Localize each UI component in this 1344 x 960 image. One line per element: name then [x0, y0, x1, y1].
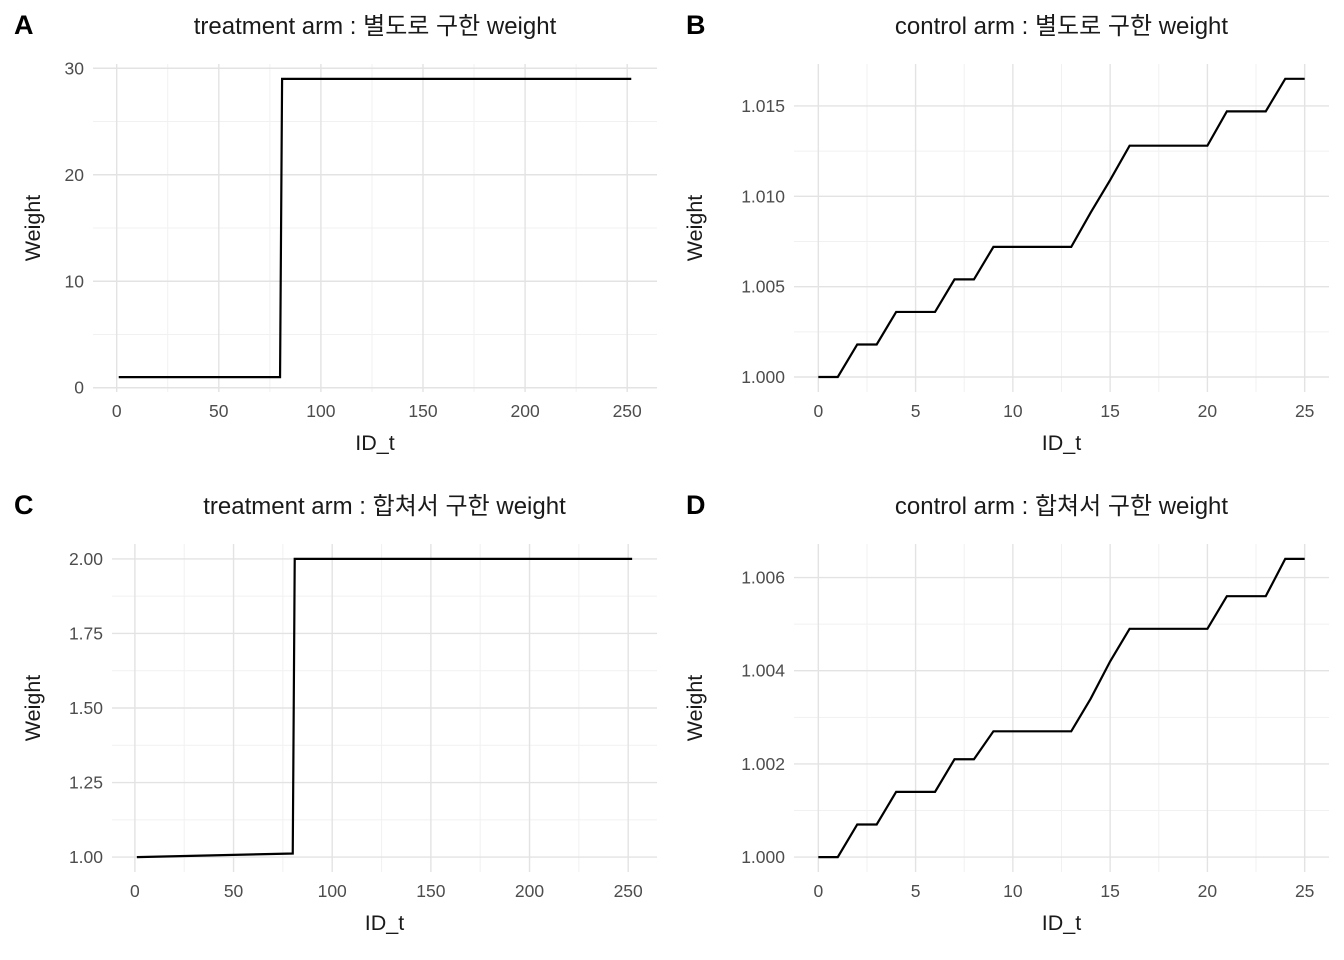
x-tick-label: 20: [1198, 881, 1218, 901]
y-tick-label: 1.005: [741, 277, 785, 297]
panel-a: A treatment arm : 별도로 구한 weight 0 10 20 30 0…: [0, 0, 672, 480]
panel-d-title: control arm : 합쳐서 구한 weight: [894, 493, 1229, 520]
panel-b-title: control arm : 별도로 구한 weight: [894, 13, 1229, 40]
x-tick-label: 25: [1295, 401, 1314, 421]
x-tick-label: 20: [1198, 401, 1218, 421]
x-tick-label: 50: [224, 881, 244, 901]
panel-c-title: treatment arm : 합쳐서 구한 weight: [203, 493, 566, 520]
x-tick-label: 5: [911, 881, 921, 901]
panel-c-chart: 1.00 1.25 1.50 1.75 2.00 0 50 100 150 200 250 ID_t W…: [21, 544, 657, 935]
data-line: [136, 557, 633, 859]
y-axis-title: Weight: [683, 675, 707, 742]
y-tick-label: 1.004: [741, 661, 785, 681]
y-tick-label: 1.015: [741, 96, 785, 116]
data-line: [818, 557, 1305, 859]
x-tick-label: 0: [813, 881, 823, 901]
x-tick-label: 0: [813, 401, 823, 421]
y-tick-label: 20: [65, 165, 85, 185]
y-tick-label: 1.006: [741, 568, 785, 588]
y-tick-label: 1.002: [741, 754, 785, 774]
x-axis-title: ID_t: [1042, 911, 1081, 935]
x-tick-label: 250: [614, 881, 643, 901]
y-tick-label: 1.25: [69, 773, 103, 793]
y-tick-label: 0: [74, 378, 84, 398]
y-tick-label: 1.010: [741, 186, 785, 206]
y-axis-title: Weight: [683, 195, 707, 262]
data-line: [118, 77, 632, 379]
data-line: [818, 77, 1305, 379]
y-tick-label: 1.000: [741, 847, 785, 867]
x-tick-label: 10: [1003, 401, 1023, 421]
x-tick-label: 15: [1100, 881, 1119, 901]
x-tick-label: 150: [408, 401, 437, 421]
panel-a-letter: A: [14, 10, 34, 40]
x-tick-label: 200: [515, 881, 544, 901]
x-tick-label: 200: [510, 401, 539, 421]
panel-d: D control arm : 합쳐서 구한 weight 1.000 1.002…: [672, 480, 1344, 960]
y-axis-title: Weight: [21, 675, 45, 742]
x-axis-title: ID_t: [1042, 431, 1081, 455]
panel-b-letter: B: [686, 10, 706, 40]
y-axis-title: Weight: [21, 195, 45, 262]
panel-b: B control arm : 별도로 구한 weight 1.000 1.005…: [672, 0, 1344, 480]
x-axis-title: ID_t: [365, 911, 404, 935]
x-tick-label: 15: [1100, 401, 1119, 421]
panel-a-title: treatment arm : 별도로 구한 weight: [193, 13, 557, 40]
y-tick-label: 1.00: [69, 847, 103, 867]
panel-d-chart: 1.000 1.002 1.004 1.006 0 5 10 15 20 25 ID_t Weight: [683, 544, 1329, 935]
panel-c: C treatment arm : 합쳐서 구한 weight 1.00 1.25…: [0, 480, 672, 960]
x-tick-label: 150: [416, 881, 445, 901]
x-axis-title: ID_t: [355, 431, 394, 455]
x-tick-label: 0: [112, 401, 122, 421]
y-tick-label: 10: [65, 271, 85, 291]
x-tick-label: 50: [209, 401, 229, 421]
y-tick-label: 30: [65, 58, 85, 78]
y-tick-label: 2.00: [69, 549, 103, 569]
panel-d-letter: D: [686, 490, 706, 520]
x-tick-label: 10: [1003, 881, 1023, 901]
x-tick-label: 100: [306, 401, 335, 421]
y-tick-label: 1.000: [741, 367, 785, 387]
x-tick-label: 5: [911, 401, 921, 421]
y-tick-label: 1.50: [69, 698, 103, 718]
x-tick-label: 0: [130, 881, 140, 901]
x-tick-label: 100: [318, 881, 347, 901]
x-tick-label: 25: [1295, 881, 1314, 901]
panel-a-chart: 0 10 20 30 0 50 100 150 200 250 ID_t Weight: [21, 58, 657, 455]
y-tick-label: 1.75: [69, 623, 103, 643]
x-tick-label: 250: [613, 401, 642, 421]
panel-b-chart: 1.000 1.005 1.010 1.015 0 5 10 15 20 25 ID_t Weight: [683, 64, 1329, 455]
panel-c-letter: C: [14, 490, 34, 520]
